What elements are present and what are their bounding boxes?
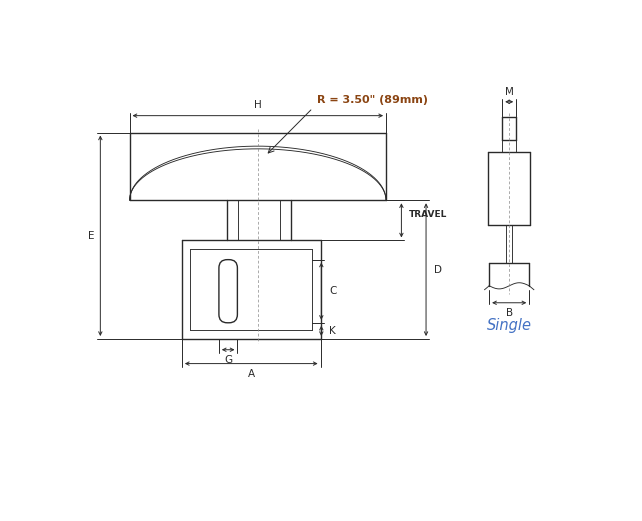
Text: C: C [329,286,336,296]
Text: TRAVEL: TRAVEL [409,210,447,219]
Text: H: H [254,100,262,110]
Text: Single: Single [487,318,532,332]
Text: R = 3.50" (89mm): R = 3.50" (89mm) [317,95,428,105]
Text: G: G [224,355,232,365]
Text: E: E [88,231,94,241]
Text: K: K [329,326,336,336]
Text: B: B [506,308,513,318]
Text: A: A [248,369,255,379]
Text: D: D [434,265,442,275]
Text: M: M [505,87,514,97]
